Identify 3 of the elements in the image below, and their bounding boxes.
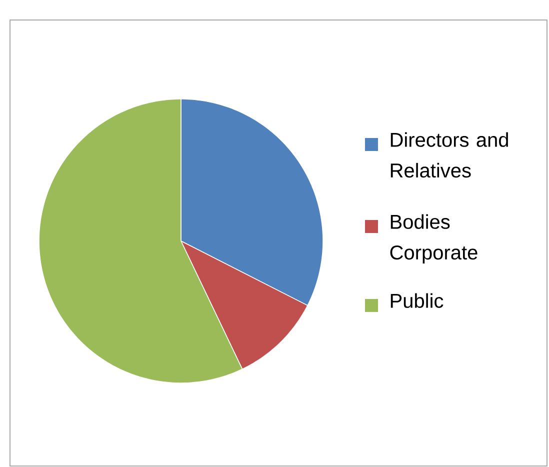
legend-label: Bodies Corporate (390, 214, 478, 264)
legend-label: Public (390, 293, 444, 308)
legend-label: Directors and Relatives (390, 132, 508, 178)
